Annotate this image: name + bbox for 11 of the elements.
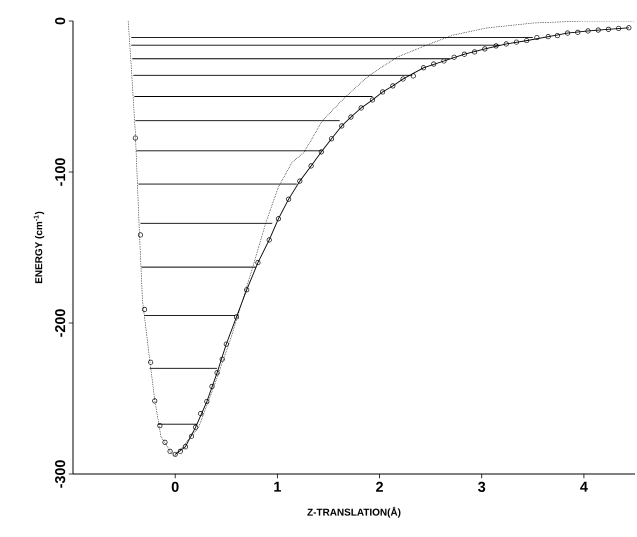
x-tick-label: 3 [478,482,486,492]
y-tick-label: -100 [55,158,66,186]
x-tick-label: 4 [580,482,588,492]
x-tick-label: 2 [376,482,383,492]
x-axis-title: Z-TRANSLATION(Å) [307,506,400,518]
y-tick-label: -300 [55,460,66,488]
x-tick-label: 1 [274,482,281,492]
x-tick-label: 0 [172,482,179,492]
y-tick-label: 0 [55,18,66,24]
y-tick-label: -200 [55,309,66,337]
y-axis-title: ENERGY (cm$^{-1}$) [34,212,44,284]
